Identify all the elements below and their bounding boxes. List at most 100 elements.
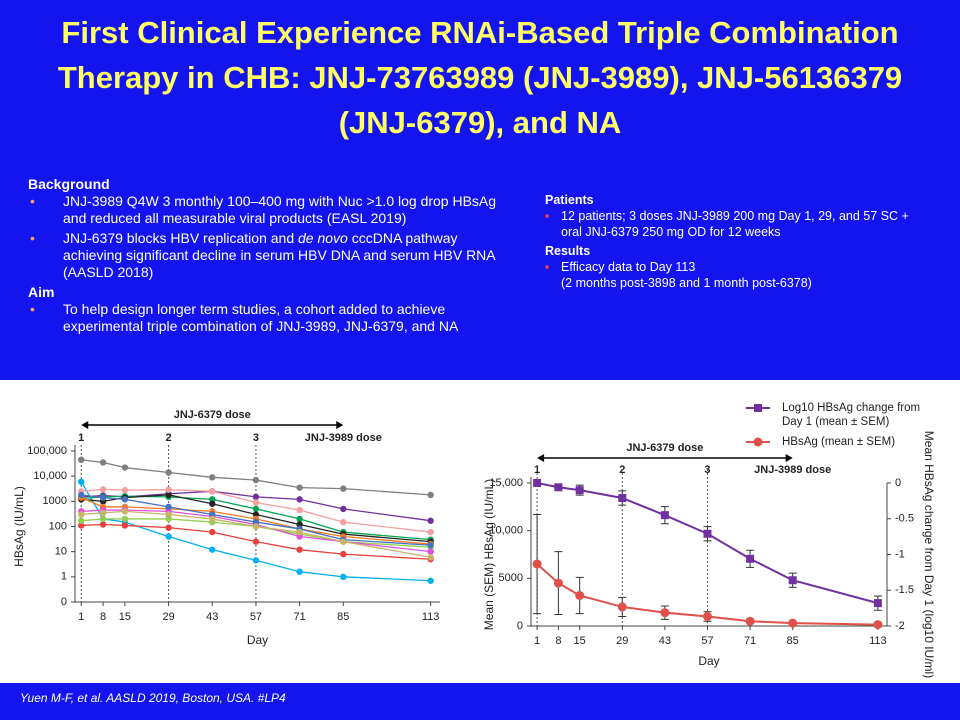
point bbox=[252, 538, 260, 545]
point bbox=[121, 486, 129, 494]
point bbox=[99, 515, 107, 523]
y-axis-label: Mean (SEM) HBsAg (IU/mL) bbox=[482, 479, 496, 630]
point bbox=[554, 483, 563, 492]
text-line: and reduced all measurable viral product… bbox=[63, 210, 518, 227]
y-tick-label: 10,000 bbox=[33, 470, 67, 482]
point bbox=[340, 538, 347, 545]
point bbox=[427, 517, 434, 524]
x-tick-label: 1 bbox=[534, 635, 540, 647]
bullet-item: To help design longer term studies, a co… bbox=[28, 301, 518, 335]
text-run: To help design longer term studies, a co… bbox=[63, 301, 459, 334]
point bbox=[78, 478, 85, 485]
text-run: and reduced all measurable viral product… bbox=[63, 210, 407, 226]
point bbox=[745, 616, 755, 626]
point bbox=[78, 456, 85, 463]
y-tick-label: 10,000 bbox=[489, 525, 523, 537]
point bbox=[252, 493, 260, 501]
point bbox=[209, 528, 216, 536]
point bbox=[209, 511, 216, 518]
dose-number: 1 bbox=[78, 432, 84, 444]
point bbox=[99, 494, 107, 501]
point bbox=[427, 491, 434, 499]
point bbox=[617, 602, 627, 612]
y2-tick-label: 0 bbox=[895, 477, 901, 489]
arrow-label: JNJ-6379 dose bbox=[174, 409, 251, 421]
y2-tick-label: -2 bbox=[895, 620, 905, 632]
marker-label: JNJ-3989 dose bbox=[305, 432, 382, 444]
point bbox=[296, 533, 303, 540]
marker-label: JNJ-3989 dose bbox=[754, 464, 831, 476]
point bbox=[121, 508, 129, 515]
point bbox=[209, 488, 216, 495]
point bbox=[99, 509, 107, 517]
y-axis-label: HBsAg (IU/mL) bbox=[12, 486, 26, 567]
y2-axis-label: Mean HBsAg change from Day 1 (log10 IU/m… bbox=[922, 431, 936, 678]
x-tick-label: 1 bbox=[78, 611, 84, 623]
point bbox=[427, 554, 434, 561]
text-run: (2 months post-3898 and 1 month post-637… bbox=[561, 276, 812, 290]
point bbox=[296, 496, 303, 503]
point bbox=[252, 523, 260, 530]
x-axis-label: Day bbox=[247, 633, 268, 647]
point bbox=[703, 529, 712, 538]
point bbox=[296, 506, 303, 514]
left-panel: BackgroundJNJ-3989 Q4W 3 monthly 100–400… bbox=[28, 176, 518, 338]
point bbox=[252, 557, 260, 564]
x-tick-label: 113 bbox=[422, 611, 440, 623]
x-tick-label: 15 bbox=[574, 635, 586, 647]
point bbox=[427, 548, 434, 555]
point bbox=[296, 546, 303, 553]
text-line: 12 patients; 3 doses JNJ-3989 200 mg Day… bbox=[561, 208, 925, 240]
point bbox=[165, 524, 172, 531]
point bbox=[121, 515, 129, 523]
point bbox=[575, 590, 585, 600]
point bbox=[575, 486, 584, 495]
point bbox=[99, 521, 107, 528]
point bbox=[252, 476, 260, 484]
footer: Yuen M-F, et al. AASLD 2019, Boston, USA… bbox=[20, 691, 286, 705]
point bbox=[788, 618, 798, 628]
x-axis-label: Day bbox=[698, 654, 719, 668]
point bbox=[209, 546, 216, 553]
section-heading: Background bbox=[28, 176, 110, 192]
slide-title: First Clinical Experience RNAi-Based Tri… bbox=[57, 15, 903, 140]
y-tick-label: 1 bbox=[61, 571, 67, 583]
point bbox=[209, 515, 216, 523]
section-heading: Aim bbox=[28, 284, 55, 300]
y2-tick-label: -1.5 bbox=[895, 584, 914, 596]
bullet-item: JNJ-6379 blocks HBV replication and de n… bbox=[28, 230, 518, 281]
point bbox=[618, 494, 627, 503]
x-tick-label: 57 bbox=[250, 611, 262, 623]
y2-tick-label: -1 bbox=[895, 548, 905, 560]
y-tick-label: 0 bbox=[517, 620, 523, 632]
text-line: (2 months post-3898 and 1 month post-637… bbox=[561, 275, 925, 291]
point bbox=[99, 486, 107, 493]
section-heading: Patients bbox=[545, 193, 594, 207]
point bbox=[427, 528, 434, 536]
point bbox=[553, 578, 563, 588]
point bbox=[427, 542, 434, 549]
text-line: To help design longer term studies, a co… bbox=[63, 301, 518, 335]
point bbox=[165, 503, 172, 511]
point bbox=[296, 515, 303, 523]
point bbox=[78, 522, 85, 529]
point bbox=[165, 486, 172, 493]
x-tick-label: 113 bbox=[869, 635, 887, 647]
bullet-item: JNJ-3989 Q4W 3 monthly 100–400 mg with N… bbox=[28, 193, 518, 227]
point bbox=[296, 528, 303, 536]
dose-number: 3 bbox=[253, 432, 259, 444]
point bbox=[873, 620, 883, 630]
point bbox=[165, 511, 172, 518]
text-line: JNJ-3989 Q4W 3 monthly 100–400 mg with N… bbox=[63, 193, 518, 210]
y-tick-label: 5000 bbox=[499, 572, 523, 584]
point bbox=[252, 518, 260, 526]
point bbox=[99, 459, 107, 466]
point bbox=[296, 484, 303, 491]
y-tick-label: 100,000 bbox=[27, 445, 67, 457]
right-panel: Patients 12 patients; 3 doses JNJ-3989 20… bbox=[545, 190, 925, 294]
point bbox=[746, 554, 755, 563]
legend-entry: Log10 HBsAg change from Day 1 (mean ± SE… bbox=[782, 402, 921, 428]
point bbox=[427, 577, 434, 584]
point bbox=[533, 479, 542, 487]
